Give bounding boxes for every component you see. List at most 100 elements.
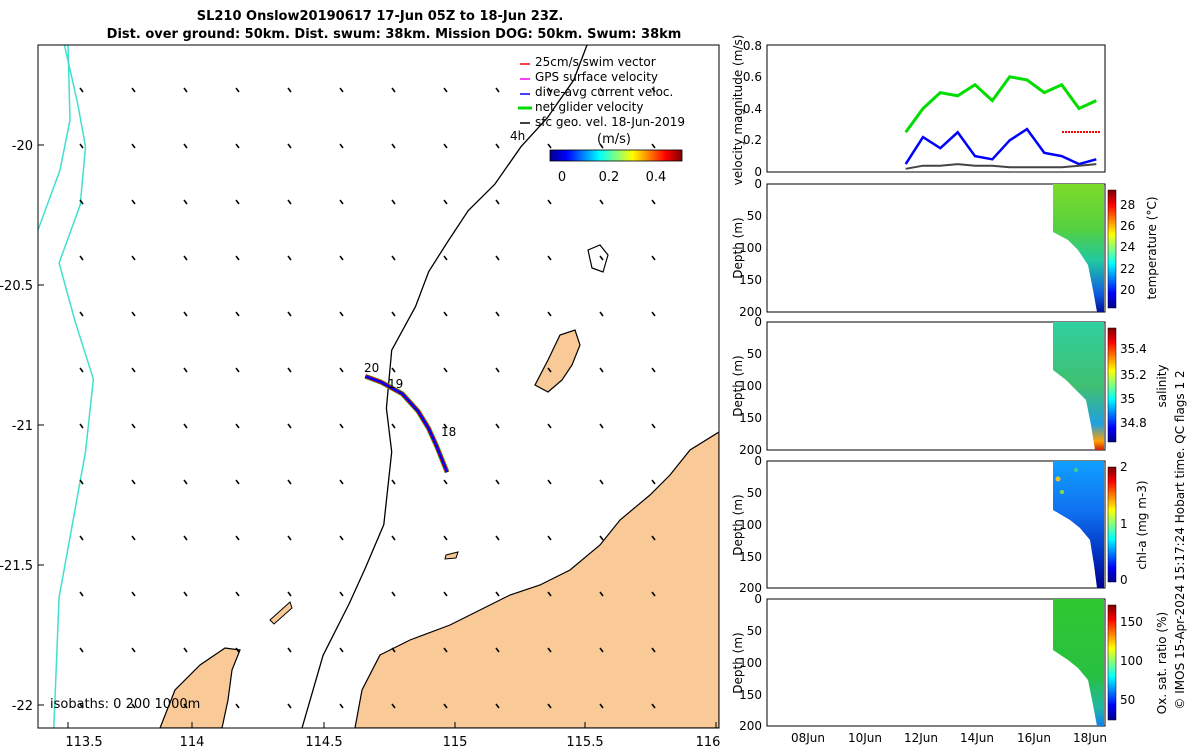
- legend-entry: net glider velocity: [535, 100, 643, 114]
- velocity-vector: [79, 255, 84, 261]
- velocity-vector: [495, 311, 500, 317]
- depth-label: Depth (m): [731, 355, 745, 416]
- depth-tick: 150: [739, 550, 762, 564]
- velocity-vector: [235, 311, 240, 317]
- velocity-vector: [443, 311, 448, 317]
- velocity-vector: [183, 535, 188, 541]
- velocity-vector: [287, 143, 292, 149]
- glider-track-swim: [364, 374, 449, 473]
- velocity-panel: 0 0.2 0.4 0.6 0.8 velocity magnitude (m/…: [731, 35, 1106, 186]
- velocity-vector: [391, 479, 396, 485]
- cbar-label-salinity: salinity: [1155, 364, 1169, 407]
- island-south-west: [159, 647, 241, 728]
- map-x-tick: 114: [180, 735, 205, 750]
- cbar-label-chl: chl-a (mg m-3): [1135, 480, 1149, 569]
- velocity-vector: [599, 479, 604, 485]
- time-x-tick: 10Jun: [848, 731, 882, 745]
- velocity-vector: [235, 703, 240, 709]
- velocity-vector: [287, 87, 292, 93]
- velocity-vector: [131, 143, 136, 149]
- colorbar-tick: 0.2: [599, 170, 620, 185]
- velocity-vector: [599, 367, 604, 373]
- velocity-vector: [183, 367, 188, 373]
- velocity-vector: [287, 479, 292, 485]
- velocity-vector: [183, 311, 188, 317]
- velocity-vector: [651, 199, 656, 205]
- velocity-vector: [131, 255, 136, 261]
- cbar-tick: 22: [1120, 262, 1135, 276]
- velocity-vector: [131, 311, 136, 317]
- velocity-vector: [79, 199, 84, 205]
- velocity-vector: [391, 367, 396, 373]
- chart-title-line-2: Dist. over ground: 50km. Dist. swum: 38k…: [106, 27, 682, 42]
- vel-y-tick: 0.8: [743, 39, 762, 53]
- cbar-tick: 100: [1120, 654, 1143, 668]
- depth-tick: 200: [739, 443, 762, 457]
- depth-label: Depth (m): [731, 217, 745, 278]
- velocity-vector: [131, 703, 136, 709]
- velocity-vector: [339, 311, 344, 317]
- velocity-vector: [235, 255, 240, 261]
- velocity-vector: [547, 143, 552, 149]
- velocity-vector: [443, 143, 448, 149]
- vel-y-tick: 0.4: [743, 102, 762, 116]
- depth-tick: 150: [739, 411, 762, 425]
- legend-entry: sfc geo. vel. 18-Jun-2019: [535, 115, 685, 129]
- track-label-18: 18: [441, 425, 456, 439]
- velocity-vector: [235, 87, 240, 93]
- legend-entry: 25cm/s swim vector: [535, 55, 656, 69]
- velocity-vector: [79, 367, 84, 373]
- velocity-vector: [339, 591, 344, 597]
- depth-tick: 50: [747, 624, 762, 638]
- isobath-200m-line: [301, 45, 588, 728]
- cbar-tick: 34.8: [1120, 416, 1147, 430]
- velocity-vector: [391, 199, 396, 205]
- velocity-vector: [443, 703, 448, 709]
- velocity-vector: [79, 535, 84, 541]
- velocity-vector: [287, 591, 292, 597]
- cbar-tick: 0: [1120, 573, 1128, 587]
- depth-tick: 0: [754, 177, 762, 191]
- velocity-vector: [495, 367, 500, 373]
- legend-entry: GPS surface velocity: [535, 70, 658, 84]
- velocity-vector: [235, 423, 240, 429]
- velocity-vector: [287, 367, 292, 373]
- map-y-tick: -21.5: [0, 559, 33, 574]
- depth-tick: 50: [747, 347, 762, 361]
- velocity-vector: [79, 87, 84, 93]
- map-y-tick: -22: [12, 699, 33, 714]
- velocity-vector: [131, 367, 136, 373]
- depth-tick: 0: [754, 454, 762, 468]
- velocity-vector: [443, 423, 448, 429]
- time-x-tick: 14Jun: [960, 731, 994, 745]
- depth-tick: 0: [754, 315, 762, 329]
- velocity-vector: [339, 703, 344, 709]
- island-small-1: [587, 244, 609, 273]
- cbar-tick: 24: [1120, 240, 1135, 254]
- legend-colorbar: [549, 149, 683, 162]
- velocity-vector: [599, 87, 604, 93]
- velocity-vector: [651, 367, 656, 373]
- velocity-vector: [599, 255, 604, 261]
- velocity-vector: [547, 703, 552, 709]
- track-label-20: 20: [364, 361, 379, 375]
- velocity-vector: [391, 703, 396, 709]
- depth-tick: 100: [739, 518, 762, 532]
- vel-y-label: velocity magnitude (m/s): [731, 35, 745, 186]
- velocity-vector: [547, 647, 552, 653]
- velocity-vector: [547, 423, 552, 429]
- velocity-vector: [599, 591, 604, 597]
- track-label-19: 19: [388, 377, 403, 391]
- velocity-vector: [339, 255, 344, 261]
- velocity-vector: [651, 311, 656, 317]
- velocity-vector: [547, 535, 552, 541]
- velocity-vector: [391, 535, 396, 541]
- island-small-2: [444, 551, 459, 560]
- cbar-tick: 50: [1120, 693, 1135, 707]
- footer-side-text: © IMOS 15-Apr-2024 15:17:24 Hobart time.…: [1173, 370, 1187, 709]
- velocity-vector: [443, 479, 448, 485]
- velocity-vector: [339, 87, 344, 93]
- velocity-vector: [339, 199, 344, 205]
- velocity-vector: [79, 703, 84, 709]
- cbar-tick: 28: [1120, 198, 1135, 212]
